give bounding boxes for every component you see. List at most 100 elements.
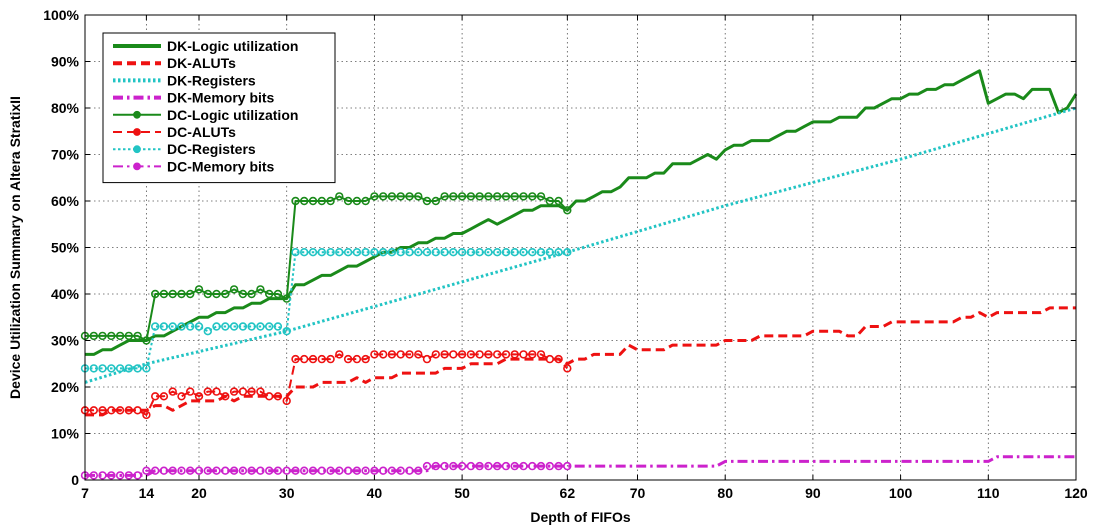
data-point xyxy=(457,248,467,257)
data-point xyxy=(396,248,405,257)
x-tick-label: 62 xyxy=(560,485,576,501)
data-point xyxy=(142,466,151,475)
data-point xyxy=(115,331,125,341)
data-point xyxy=(519,350,528,359)
legend-label: DK-Logic utilization xyxy=(167,38,298,54)
data-point xyxy=(466,350,476,359)
data-point xyxy=(545,354,554,364)
data-point xyxy=(396,350,405,359)
data-point xyxy=(186,322,195,331)
series-line xyxy=(85,353,569,416)
data-point xyxy=(440,350,449,359)
x-tick-label: 70 xyxy=(630,485,646,501)
data-point xyxy=(396,192,405,201)
series-dk-registers xyxy=(84,106,1077,384)
data-point xyxy=(370,192,379,201)
data-point xyxy=(247,387,256,396)
axis-ticks: 0 10% 20% 30% 40% 50% 60% 70% 80% 90% 100% 7 14 20 30 4… xyxy=(43,7,1088,501)
data-point xyxy=(177,322,186,331)
data-point xyxy=(265,392,274,401)
data-point xyxy=(89,331,99,341)
data-point xyxy=(405,192,414,201)
data-point xyxy=(142,364,151,373)
x-tick-label: 30 xyxy=(279,485,295,501)
data-point xyxy=(265,322,274,331)
data-point xyxy=(177,466,186,475)
data-point xyxy=(343,354,353,364)
data-point xyxy=(317,354,326,364)
series-layer xyxy=(80,69,1078,480)
data-point xyxy=(212,466,221,475)
data-point xyxy=(440,248,449,257)
data-point xyxy=(221,392,230,401)
data-point xyxy=(379,248,388,257)
data-point xyxy=(229,322,239,331)
series-line xyxy=(85,455,1076,477)
data-point xyxy=(387,466,397,475)
data-point xyxy=(203,289,213,299)
data-point xyxy=(545,461,554,471)
data-point xyxy=(493,192,502,201)
data-point xyxy=(273,322,283,331)
data-point xyxy=(238,322,248,331)
data-point xyxy=(414,350,423,359)
data-point xyxy=(343,466,353,475)
y-tick-label: 0 xyxy=(71,472,79,488)
data-point xyxy=(466,192,476,201)
data-point xyxy=(142,336,151,345)
data-point xyxy=(98,406,107,415)
data-point xyxy=(194,322,204,331)
legend-label: DC-Registers xyxy=(167,141,256,157)
data-point xyxy=(256,387,265,396)
data-point xyxy=(501,192,511,201)
data-point xyxy=(194,466,204,475)
data-point xyxy=(168,289,177,299)
data-point xyxy=(361,248,370,257)
data-point xyxy=(554,248,563,257)
data-point xyxy=(194,392,204,401)
legend-label: DK-ALUTs xyxy=(167,55,236,71)
x-axis-label: Depth of FIFOs xyxy=(530,509,631,525)
data-point xyxy=(387,192,397,201)
data-point xyxy=(501,461,511,471)
data-point xyxy=(282,396,291,406)
legend-label: DC-Memory bits xyxy=(167,158,275,174)
data-point xyxy=(247,289,256,299)
data-point xyxy=(536,192,546,201)
data-point xyxy=(396,466,405,475)
data-point xyxy=(563,248,572,257)
data-point xyxy=(282,466,291,475)
legend-label: DC-Logic utilization xyxy=(167,107,298,123)
legend-marker xyxy=(133,128,141,136)
data-point xyxy=(124,471,134,480)
data-point xyxy=(563,206,572,215)
y-tick-label: 10% xyxy=(51,426,80,442)
data-point xyxy=(247,466,256,475)
data-point xyxy=(475,248,484,257)
legend: DK-Logic utilizationDK-ALUTsDK-Registers… xyxy=(102,32,336,184)
data-point xyxy=(414,248,423,257)
data-point xyxy=(457,350,467,359)
data-point xyxy=(308,248,318,257)
data-point xyxy=(510,248,519,257)
data-point xyxy=(221,322,230,331)
data-point xyxy=(361,354,370,364)
data-point xyxy=(300,248,309,257)
data-point xyxy=(98,364,107,373)
series-line xyxy=(85,465,568,477)
data-point xyxy=(291,466,300,475)
data-point xyxy=(352,248,362,257)
data-point xyxy=(387,350,397,359)
data-point xyxy=(265,289,274,299)
x-tick-label: 90 xyxy=(805,485,821,501)
data-point xyxy=(335,192,344,201)
data-point xyxy=(115,471,125,480)
data-point xyxy=(563,461,572,471)
data-point xyxy=(343,196,353,206)
data-point xyxy=(501,248,511,257)
series-dk-memory-bits xyxy=(85,455,1076,477)
data-point xyxy=(545,196,554,206)
data-point xyxy=(352,196,362,206)
data-point xyxy=(229,387,239,396)
